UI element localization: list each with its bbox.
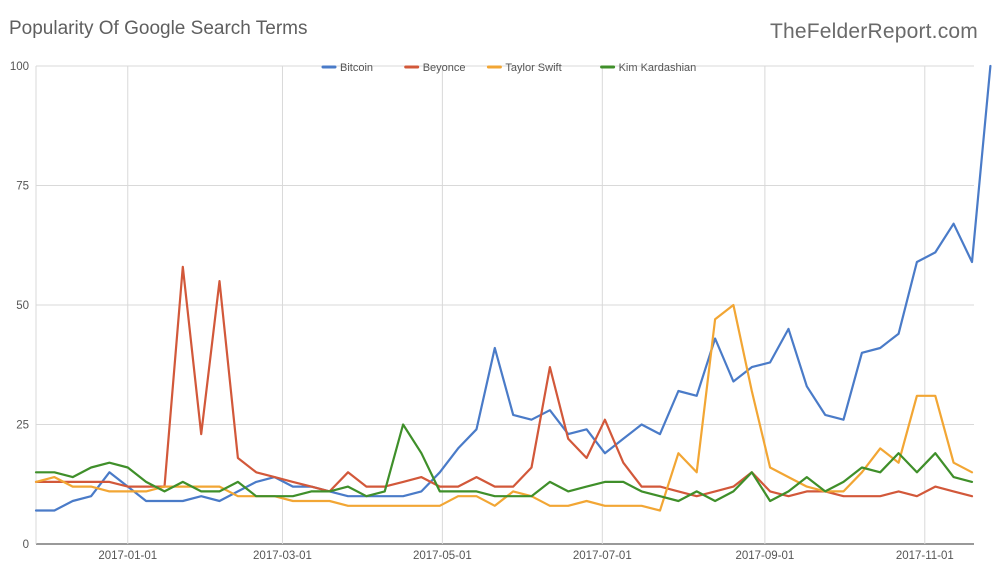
series-layer	[34, 64, 992, 512]
y-tick-label: 100	[10, 61, 29, 73]
series-line-beyonce	[34, 265, 974, 498]
x-tick-label: 2017-09-01	[735, 550, 794, 562]
x-tick-label: 2017-07-01	[573, 550, 632, 562]
series-line-bitcoin	[34, 64, 992, 512]
source-label: TheFelderReport.com	[769, 20, 978, 43]
grid-layer	[35, 65, 974, 545]
legend-label-taylor-swift: Taylor Swift	[505, 62, 561, 74]
legend-label-beyonce: Beyonce	[423, 62, 466, 74]
x-tick-label: 2017-11-01	[896, 550, 954, 562]
y-tick-label: 50	[16, 300, 29, 312]
series-line-kim-kardashian	[34, 423, 974, 503]
y-tick-label: 75	[16, 181, 29, 193]
chart-title: Popularity Of Google Search Terms	[9, 18, 308, 39]
x-tick-label: 2017-03-01	[253, 550, 312, 562]
legend: Bitcoin Beyonce Taylor Swift Kim Kardashian	[321, 62, 697, 74]
x-tick-label: 2017-01-01	[98, 550, 157, 562]
axis-layer: 0 25 50 75 100 2017-01-01 2017-03-01 2017-05-01…	[10, 61, 954, 562]
legend-label-bitcoin: Bitcoin	[340, 62, 373, 74]
legend-label-kim-kardashian: Kim Kardashian	[619, 62, 697, 74]
y-tick-label: 25	[16, 420, 29, 432]
y-tick-label: 0	[23, 539, 29, 551]
x-tick-label: 2017-05-01	[413, 550, 472, 562]
